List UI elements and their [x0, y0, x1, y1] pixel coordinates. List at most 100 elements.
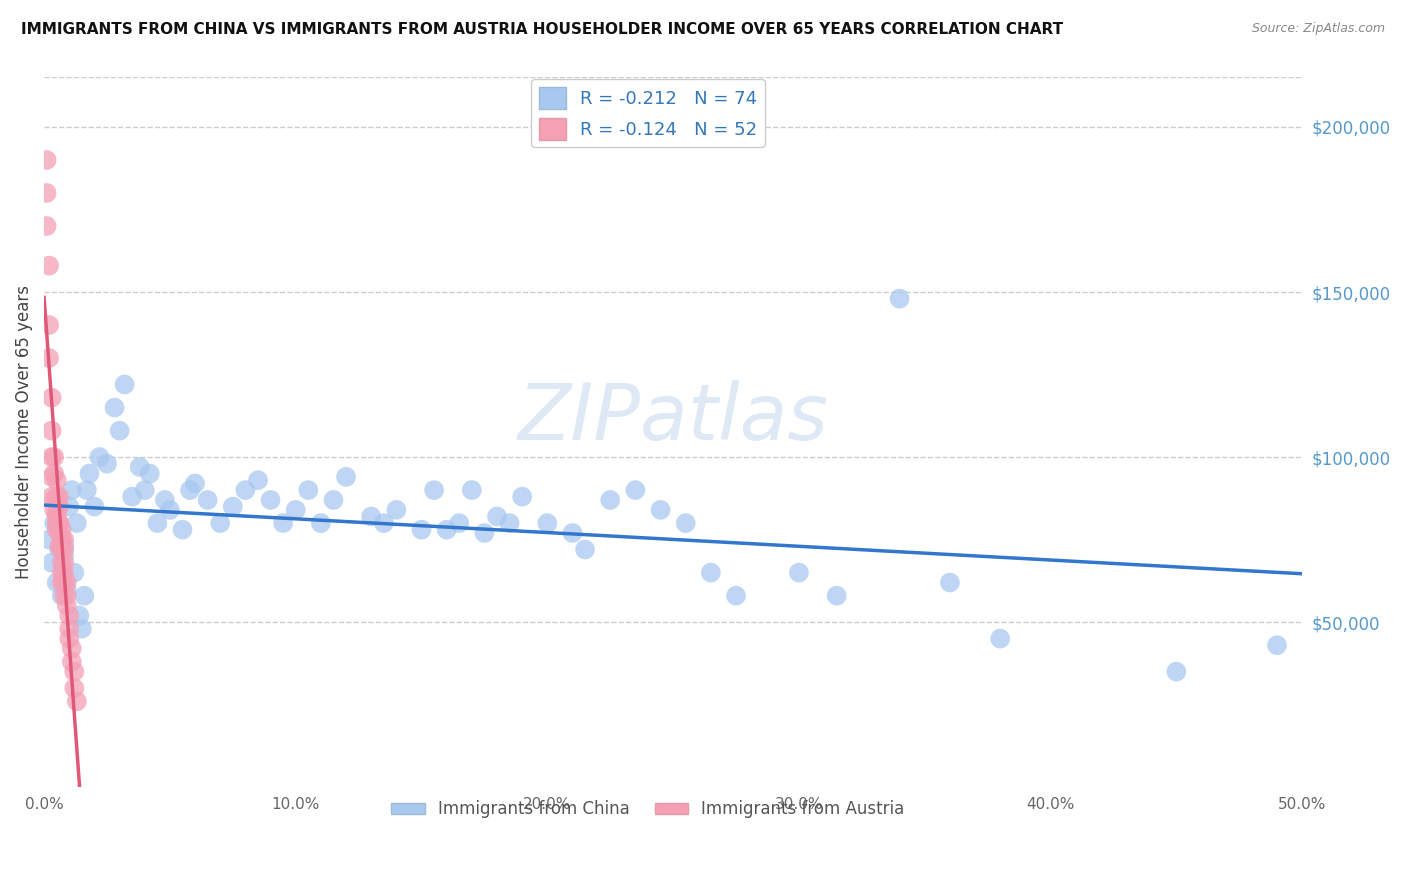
Point	[209, 516, 232, 530]
Point	[38, 259, 60, 273]
Point	[121, 490, 143, 504]
Point	[41, 391, 63, 405]
Point	[96, 457, 118, 471]
Point	[51, 533, 73, 547]
Point	[51, 575, 73, 590]
Point	[66, 516, 89, 530]
Text: IMMIGRANTS FROM CHINA VS IMMIGRANTS FROM AUSTRIA HOUSEHOLDER INCOME OVER 65 YEAR: IMMIGRANTS FROM CHINA VS IMMIGRANTS FROM…	[21, 22, 1063, 37]
Point	[787, 566, 810, 580]
Point	[114, 377, 136, 392]
Point	[700, 566, 723, 580]
Point	[988, 632, 1011, 646]
Point	[58, 622, 80, 636]
Point	[159, 503, 181, 517]
Point	[1166, 665, 1188, 679]
Point	[35, 153, 58, 167]
Text: ZIPatlas: ZIPatlas	[517, 380, 828, 456]
Point	[45, 506, 67, 520]
Point	[675, 516, 697, 530]
Point	[53, 556, 76, 570]
Point	[83, 500, 105, 514]
Point	[724, 589, 747, 603]
Point	[624, 483, 647, 497]
Legend: Immigrants from China, Immigrants from Austria: Immigrants from China, Immigrants from A…	[385, 794, 911, 825]
Point	[53, 539, 76, 553]
Point	[51, 566, 73, 580]
Point	[51, 589, 73, 603]
Point	[474, 526, 496, 541]
Point	[599, 493, 621, 508]
Point	[51, 523, 73, 537]
Point	[561, 526, 583, 541]
Point	[574, 542, 596, 557]
Point	[284, 503, 307, 517]
Point	[58, 500, 80, 514]
Point	[41, 424, 63, 438]
Point	[51, 533, 73, 547]
Point	[48, 539, 70, 553]
Point	[139, 467, 162, 481]
Point	[510, 490, 533, 504]
Point	[48, 490, 70, 504]
Point	[45, 473, 67, 487]
Point	[51, 542, 73, 557]
Point	[66, 694, 89, 708]
Point	[79, 467, 101, 481]
Point	[423, 483, 446, 497]
Point	[45, 523, 67, 537]
Point	[385, 503, 408, 517]
Point	[63, 566, 86, 580]
Point	[60, 655, 83, 669]
Point	[58, 608, 80, 623]
Point	[449, 516, 471, 530]
Point	[48, 542, 70, 557]
Point	[44, 467, 66, 481]
Point	[35, 219, 58, 233]
Point	[335, 470, 357, 484]
Point	[38, 351, 60, 365]
Point	[44, 516, 66, 530]
Point	[55, 599, 77, 613]
Point	[53, 549, 76, 563]
Point	[536, 516, 558, 530]
Point	[436, 523, 458, 537]
Point	[51, 556, 73, 570]
Point	[53, 589, 76, 603]
Point	[55, 582, 77, 596]
Text: Source: ZipAtlas.com: Source: ZipAtlas.com	[1251, 22, 1385, 36]
Point	[825, 589, 848, 603]
Point	[38, 318, 60, 332]
Point	[134, 483, 156, 497]
Point	[222, 500, 245, 514]
Point	[246, 473, 269, 487]
Point	[48, 526, 70, 541]
Point	[51, 542, 73, 557]
Point	[939, 575, 962, 590]
Point	[322, 493, 344, 508]
Point	[45, 490, 67, 504]
Point	[58, 632, 80, 646]
Point	[41, 470, 63, 484]
Point	[41, 556, 63, 570]
Point	[103, 401, 125, 415]
Point	[485, 509, 508, 524]
Point	[60, 641, 83, 656]
Point	[41, 490, 63, 504]
Point	[48, 516, 70, 530]
Point	[38, 533, 60, 547]
Point	[35, 186, 58, 200]
Point	[889, 292, 911, 306]
Point	[63, 665, 86, 679]
Point	[235, 483, 257, 497]
Y-axis label: Householder Income Over 65 years: Householder Income Over 65 years	[15, 285, 32, 579]
Point	[44, 503, 66, 517]
Point	[44, 450, 66, 464]
Point	[153, 493, 176, 508]
Point	[498, 516, 520, 530]
Point	[146, 516, 169, 530]
Point	[1265, 638, 1288, 652]
Point	[411, 523, 433, 537]
Point	[45, 575, 67, 590]
Point	[55, 575, 77, 590]
Point	[184, 476, 207, 491]
